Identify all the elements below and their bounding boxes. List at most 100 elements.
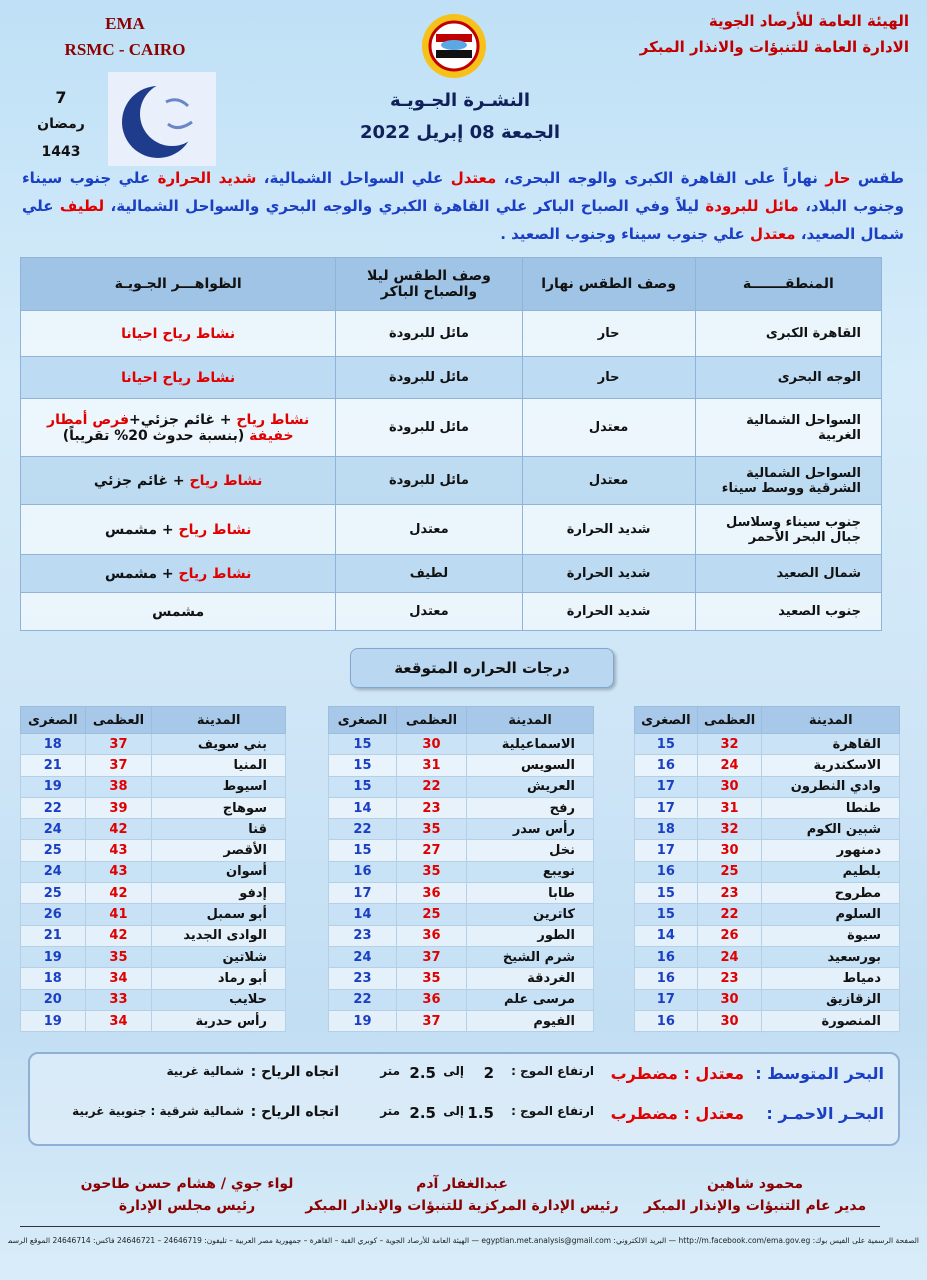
min-temp: 15 — [634, 903, 698, 926]
hijri-year: 1443 — [41, 144, 81, 160]
text-segment: نشاط رياح — [178, 565, 252, 582]
min-temp: 21 — [20, 754, 86, 777]
text-segment: معتدل — [750, 225, 796, 243]
max-temp: 23 — [696, 882, 763, 905]
city-row: أبو سمبل 41 26 — [20, 903, 286, 926]
wind-direction: شمالية غربية — [166, 1064, 244, 1078]
min-temp: 14 — [328, 903, 397, 926]
signer-name: عبدالغفار آدم — [416, 1176, 508, 1192]
night-weather: لطيف — [335, 554, 523, 593]
text-segment: شديد الحرارة — [157, 169, 257, 187]
ramadan-day: 7 — [55, 88, 67, 107]
city: شبين الكوم — [761, 818, 900, 841]
phenomena: نشاط رياح + غائم جزئي — [19, 456, 337, 505]
city-row: بني سويف 37 18 — [20, 732, 286, 756]
min-temp: 24 — [20, 860, 86, 884]
text-segment: نشاط رياح احيانا — [121, 325, 236, 342]
city: المنصورة — [761, 1009, 900, 1033]
region: جنوب سيناء وسلاسل جبال البحر الأحمر — [694, 504, 883, 555]
min-temp: 16 — [634, 945, 698, 969]
forecast-row: جنوب الصعيد شديد الحرارة معتدل مشمس — [19, 592, 883, 631]
city: شرم الشيخ — [466, 945, 594, 969]
sea-row: البحـر الاحمـر : معتدل : مضطرب ارتفاع المو… — [44, 1104, 884, 1134]
city: بلطيم — [761, 860, 900, 884]
city-row: رفح 23 14 — [328, 796, 594, 820]
wind-direction: شمالية شرقية : جنوبية غربية — [72, 1104, 244, 1118]
min-temp: 17 — [634, 988, 698, 1011]
city-row: الاسماعيلية 30 15 — [328, 732, 594, 756]
city-row: اسيوط 38 19 — [20, 775, 286, 798]
text-segment: علي جنوب سيناء وجنوب الصعيد . — [500, 225, 751, 243]
max-temp: 42 — [84, 924, 153, 947]
city: العريش — [466, 775, 594, 798]
temperature-title: درجات الحراره المتوقعة — [350, 648, 614, 688]
min-temp: 22 — [328, 818, 397, 841]
wave-to: 2.5 — [409, 1104, 436, 1122]
max-temp: 38 — [84, 775, 153, 798]
column-header: المدينة — [466, 706, 594, 734]
city-row: بورسعيد 24 16 — [634, 945, 900, 969]
text-segment: علي السواحل الشمالية، — [256, 169, 451, 187]
city: نخل — [466, 839, 594, 862]
city: دمياط — [761, 967, 900, 990]
text-segment: + غائم جزئي+ — [129, 411, 237, 428]
text-segment: علي شمال الصعيد، — [22, 197, 904, 243]
summary: طقس حار نهاراً على القاهرة الكبرى والوجه… — [22, 164, 904, 248]
text-segment: + مشمس — [104, 565, 179, 582]
wave-unit: متر — [380, 1104, 400, 1118]
min-temp: 16 — [634, 860, 698, 884]
wave-to-word: إلى — [443, 1104, 464, 1118]
region: جنوب الصعيد — [694, 592, 883, 631]
ramadan-card — [108, 72, 216, 166]
city-row: دمياط 23 16 — [634, 967, 900, 990]
column-header: العظمى — [84, 706, 153, 734]
forecast-table: المنطقـــــــة وصف الطقس نهارا وصف الطقس ل… — [19, 257, 883, 631]
city: مرسى علم — [466, 988, 594, 1011]
wave-unit: متر — [380, 1064, 400, 1078]
wave-label: ارتفاع الموج : — [511, 1064, 594, 1078]
min-temp: 23 — [328, 967, 397, 990]
min-temp: 15 — [634, 732, 698, 756]
city-row: القاهرة 32 15 — [634, 732, 900, 756]
city-row: الوادى الجديد 42 21 — [20, 924, 286, 947]
temperature-table: المدينة العظمى الصغرى القاهرة 32 15 الاسكندرية… — [634, 706, 900, 1033]
phenomena: نشاط رياح احيانا — [19, 310, 337, 357]
city-row: المنيا 37 21 — [20, 754, 286, 777]
city-row: حلايب 33 20 — [20, 988, 286, 1011]
city-row: قنا 42 24 — [20, 818, 286, 841]
city: طابا — [466, 882, 594, 905]
city-row: أسوان 43 24 — [20, 860, 286, 884]
signer-role: رئيس مجلس الإدارة — [118, 1198, 256, 1214]
day-weather: شديد الحرارة — [521, 504, 696, 555]
city: الزقازيق — [761, 988, 900, 1011]
org-department: الادارة العامة للتنبؤات والانذار المبكر — [639, 38, 909, 56]
city-row: طابا 36 17 — [328, 882, 594, 905]
city: رأس حدربة — [151, 1009, 286, 1033]
sea-name: البحر المتوسط : — [755, 1064, 884, 1083]
city-row: الغردقة 35 23 — [328, 967, 594, 990]
day-weather: معتدل — [521, 398, 696, 457]
phenomena: نشاط رياح + غائم جزئي+فرص أمطار خفيفة (ب… — [19, 398, 337, 457]
city-row: السويس 31 15 — [328, 754, 594, 777]
day-weather: شديد الحرارة — [521, 554, 696, 593]
org-name: الهيئة العامة للأرصاد الجوية — [708, 12, 909, 30]
min-temp: 19 — [20, 1009, 86, 1033]
day-weather: شديد الحرارة — [521, 592, 696, 631]
text-segment: + غائم جزئي — [93, 472, 190, 489]
column-header: المدينة — [761, 706, 900, 734]
min-temp: 22 — [20, 796, 86, 820]
day-weather: حار — [521, 356, 696, 399]
city-row: الزقازيق 30 17 — [634, 988, 900, 1011]
min-temp: 22 — [328, 988, 397, 1011]
night-weather: معتدل — [335, 504, 523, 555]
wave-from: 2 — [483, 1064, 494, 1082]
text-segment: ليلاً وفي الصباح الباكر علي القاهرة الكب… — [104, 197, 706, 215]
wave-to-word: إلى — [443, 1064, 464, 1078]
city: الوادى الجديد — [151, 924, 286, 947]
forecast-row: السواحل الشمالية الغربية معتدل مائل للبرود… — [19, 398, 883, 457]
city-row: سوهاج 39 22 — [20, 796, 286, 820]
min-temp: 17 — [634, 839, 698, 862]
column-header: المنطقـــــــة — [694, 257, 883, 311]
region: السواحل الشمالية الشرقية ووسط سيناء — [694, 456, 883, 505]
